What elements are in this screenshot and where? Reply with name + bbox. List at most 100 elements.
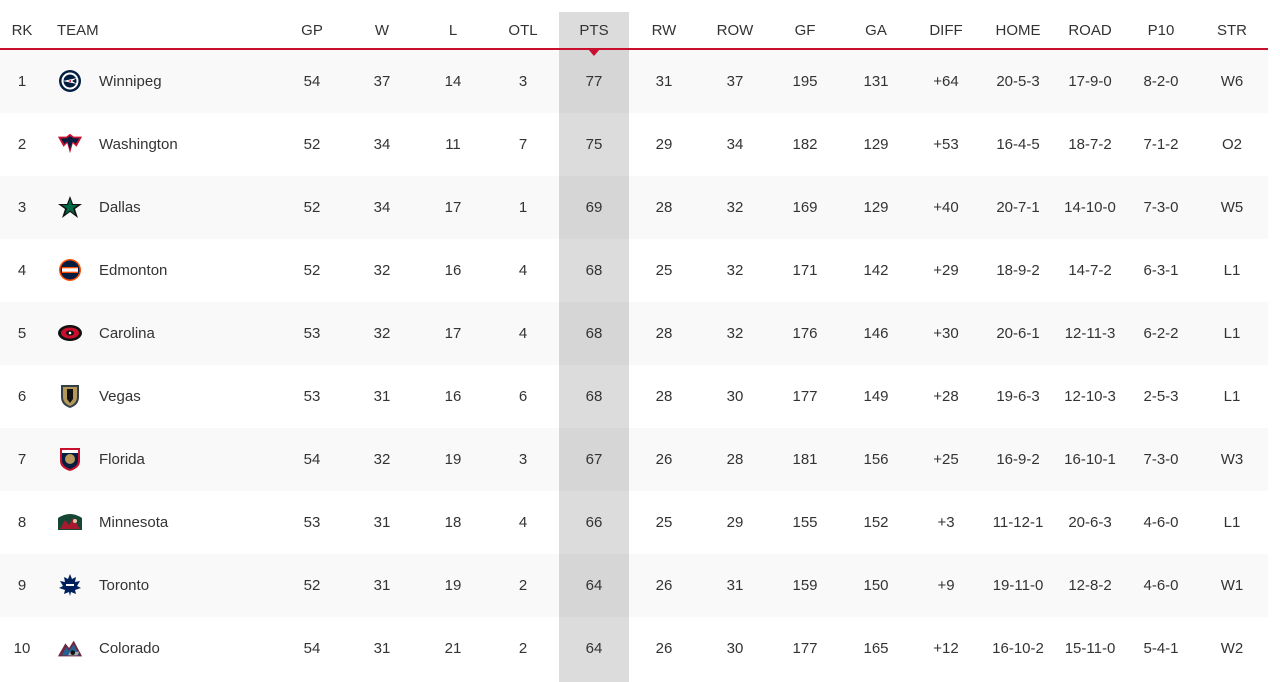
cell-str: W6 <box>1220 73 1244 90</box>
cell-diff: +28 <box>933 388 959 405</box>
table-row[interactable]: 7 54 32 19 3 67 26 28 181 156 +25 16-9-2 16-10-1 7-3-… <box>0 428 1268 491</box>
cell-rw: 26 <box>655 577 673 594</box>
colorado-avalanche-logo-icon[interactable] <box>57 635 83 661</box>
cell-rk: 10 <box>13 640 31 657</box>
cell-w: 31 <box>373 388 391 405</box>
table-row[interactable]: 8 53 31 18 4 66 25 29 155 152 +3 11-12-1 20-6-3 4-6-0… <box>0 491 1268 554</box>
team-name-link[interactable]: Toronto <box>99 577 150 594</box>
cell-w: 31 <box>373 514 391 531</box>
edmonton-oilers-logo-icon[interactable] <box>57 257 83 283</box>
cell-l: 17 <box>444 325 462 342</box>
cell-home: 16-10-2 <box>992 640 1044 657</box>
winnipeg-jets-logo-icon[interactable] <box>57 68 83 94</box>
cell-str: W5 <box>1220 199 1244 216</box>
cell-str: W1 <box>1220 577 1244 594</box>
cell-home: 20-6-1 <box>996 325 1040 342</box>
cell-row: 31 <box>726 577 744 594</box>
team-name-link[interactable]: Colorado <box>99 640 160 657</box>
minnesota-wild-logo-icon[interactable] <box>57 509 83 535</box>
table-row[interactable]: 10 54 31 21 2 64 26 30 177 165 +12 16-10-2 15-11-0 5-… <box>0 617 1268 680</box>
cell-gf: 182 <box>792 136 818 153</box>
table-header: RK TEAM GP W L OTL PTS RW ROW GF GA DIFF… <box>0 0 1268 50</box>
cell-pts: 68 <box>585 325 603 342</box>
cell-ga: 129 <box>863 199 889 216</box>
header-str[interactable]: STR <box>1217 21 1247 39</box>
cell-row: 28 <box>726 451 744 468</box>
header-home[interactable]: HOME <box>995 21 1041 39</box>
cell-pts: 64 <box>585 577 603 594</box>
table-row[interactable]: 3 52 34 17 1 69 28 32 169 129 +40 20-7-1 14-10-0 7-3-… <box>0 176 1268 239</box>
cell-w: 37 <box>373 73 391 90</box>
cell-l: 19 <box>444 577 462 594</box>
cell-gf: 176 <box>792 325 818 342</box>
header-rw[interactable]: RW <box>651 21 677 39</box>
cell-home: 11-12-1 <box>992 514 1044 531</box>
header-pts[interactable]: PTS <box>579 21 609 39</box>
header-otl[interactable]: OTL <box>508 21 538 39</box>
cell-diff: +25 <box>933 451 959 468</box>
header-rk[interactable]: RK <box>11 21 33 39</box>
cell-l: 16 <box>444 388 462 405</box>
cell-gf: 169 <box>792 199 818 216</box>
team-name-link[interactable]: Vegas <box>99 388 141 405</box>
cell-home: 19-11-0 <box>992 577 1044 594</box>
cell-home: 18-9-2 <box>996 262 1040 279</box>
cell-road: 14-7-2 <box>1068 262 1112 279</box>
cell-home: 20-7-1 <box>996 199 1040 216</box>
cell-otl: 2 <box>518 577 528 594</box>
cell-ga: 149 <box>863 388 889 405</box>
header-w[interactable]: W <box>374 21 390 39</box>
cell-pts: 75 <box>585 136 603 153</box>
table-row[interactable]: 2 52 34 11 7 75 29 34 182 129 +53 16-4-5 18-7-2 7-1-2… <box>0 113 1268 176</box>
cell-p10: 7-1-2 <box>1143 136 1179 153</box>
header-team[interactable]: TEAM <box>57 21 99 39</box>
cell-diff: +30 <box>933 325 959 342</box>
header-l[interactable]: L <box>448 21 458 39</box>
cell-rk: 5 <box>17 325 27 342</box>
vegas-golden-knights-logo-icon[interactable] <box>57 383 83 409</box>
cell-otl: 1 <box>518 199 528 216</box>
cell-w: 32 <box>373 325 391 342</box>
cell-gp: 54 <box>303 451 321 468</box>
cell-gf: 181 <box>792 451 818 468</box>
cell-str: L1 <box>1223 325 1241 342</box>
header-gf[interactable]: GF <box>794 21 816 39</box>
carolina-hurricanes-logo-icon[interactable] <box>57 320 83 346</box>
header-diff[interactable]: DIFF <box>929 21 963 39</box>
cell-row: 32 <box>726 199 744 216</box>
washington-capitals-logo-icon[interactable] <box>57 131 83 157</box>
cell-gp: 53 <box>303 388 321 405</box>
header-gp[interactable]: GP <box>301 21 323 39</box>
cell-w: 31 <box>373 577 391 594</box>
team-name-link[interactable]: Washington <box>99 136 178 153</box>
cell-diff: +29 <box>933 262 959 279</box>
table-row[interactable]: 6 53 31 16 6 68 28 30 177 149 +28 19-6-3 12-10-3 2-5-… <box>0 365 1268 428</box>
toronto-maple-leafs-logo-icon[interactable] <box>57 572 83 598</box>
cell-diff: +53 <box>933 136 959 153</box>
cell-gp: 54 <box>303 73 321 90</box>
team-name-link[interactable]: Florida <box>99 451 145 468</box>
cell-gp: 52 <box>303 199 321 216</box>
table-row[interactable]: 9 52 31 19 2 64 26 31 159 150 +9 19-11-0 12-8-2 4-6-0… <box>0 554 1268 617</box>
cell-gp: 52 <box>303 262 321 279</box>
header-row[interactable]: ROW <box>716 21 754 39</box>
table-row[interactable]: 1 54 37 14 3 77 31 37 195 131 +64 20-5-3 17-9-0 8-2-0… <box>0 50 1268 113</box>
team-name-link[interactable]: Minnesota <box>99 514 169 531</box>
team-name-link[interactable]: Carolina <box>99 325 155 342</box>
cell-diff: +3 <box>937 514 955 531</box>
header-p10[interactable]: P10 <box>1147 21 1175 39</box>
table-row[interactable]: 5 53 32 17 4 68 28 32 176 146 +30 20-6-1 12-11-3 6-2-… <box>0 302 1268 365</box>
cell-ga: 131 <box>863 73 889 90</box>
dallas-stars-logo-icon[interactable] <box>57 194 83 220</box>
header-road[interactable]: ROAD <box>1068 21 1112 39</box>
cell-str: W2 <box>1220 640 1244 657</box>
team-name-link[interactable]: Winnipeg <box>99 73 162 90</box>
team-name-link[interactable]: Dallas <box>99 199 141 216</box>
team-name-link[interactable]: Edmonton <box>99 262 168 279</box>
table-row[interactable]: 4 52 32 16 4 68 25 32 171 142 +29 18-9-2 14-7-2 6-3-1… <box>0 239 1268 302</box>
florida-panthers-logo-icon[interactable] <box>57 446 83 472</box>
cell-pts: 67 <box>585 451 603 468</box>
header-ga[interactable]: GA <box>865 21 887 39</box>
cell-l: 18 <box>444 514 462 531</box>
cell-gp: 52 <box>303 136 321 153</box>
